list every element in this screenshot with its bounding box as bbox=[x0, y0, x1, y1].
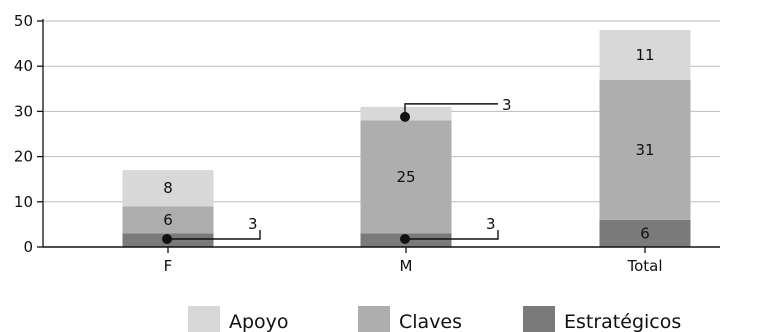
bar-total-apoyo bbox=[599, 30, 691, 80]
legend-swatch-apoyo bbox=[188, 306, 220, 332]
y-tick-label-40: 40 bbox=[14, 57, 33, 75]
data-label-f-claves: 6 bbox=[163, 211, 173, 229]
data-label-f-estrategicos-leader bbox=[167, 230, 261, 240]
legend-label-estrategicos: Estratégicos bbox=[564, 311, 681, 332]
y-tick-label-10: 10 bbox=[14, 193, 33, 211]
data-label-m-apoyo: 3 bbox=[502, 96, 512, 114]
data-label-m-apoyo-marker bbox=[400, 111, 410, 122]
y-axis: 0 10 20 30 40 50 bbox=[14, 12, 44, 256]
data-label-f-apoyo: 8 bbox=[163, 179, 173, 197]
y-tick-label-0: 0 bbox=[23, 238, 33, 256]
x-tick-label-f: F bbox=[164, 257, 173, 275]
bars bbox=[122, 30, 691, 247]
legend-label-apoyo: Apoyo bbox=[229, 311, 289, 332]
data-labels: 3 6 8 3 25 3 6 31 11 bbox=[162, 46, 655, 244]
data-label-total-estrategicos: 6 bbox=[640, 224, 650, 242]
bar-total-estrategicos bbox=[599, 219, 691, 247]
bar-total-claves bbox=[599, 79, 691, 220]
x-axis: F M Total bbox=[43, 246, 720, 275]
legend: Apoyo Claves Estratégicos bbox=[188, 306, 681, 332]
bar-f-claves bbox=[122, 206, 214, 234]
data-label-total-claves: 31 bbox=[635, 141, 654, 159]
legend-swatch-estrategicos bbox=[523, 306, 555, 332]
y-tick-label-50: 50 bbox=[14, 12, 33, 30]
data-label-m-claves: 25 bbox=[396, 168, 415, 186]
x-tick-label-total: Total bbox=[626, 257, 662, 275]
data-label-m-estrategicos-leader bbox=[405, 230, 499, 240]
y-tick-label-20: 20 bbox=[14, 148, 33, 166]
bar-f-apoyo bbox=[122, 170, 214, 207]
data-label-m-estrategicos: 3 bbox=[486, 215, 496, 233]
legend-label-claves: Claves bbox=[399, 311, 462, 332]
y-tick-label-30: 30 bbox=[14, 102, 33, 120]
data-label-f-estrategicos-marker bbox=[162, 234, 172, 244]
data-label-m-estrategicos-marker bbox=[400, 234, 410, 244]
data-label-f-estrategicos: 3 bbox=[248, 215, 258, 233]
bar-m-claves bbox=[360, 120, 452, 234]
data-label-total-apoyo: 11 bbox=[635, 46, 654, 64]
legend-swatch-claves bbox=[358, 306, 390, 332]
x-tick-label-m: M bbox=[400, 257, 413, 275]
